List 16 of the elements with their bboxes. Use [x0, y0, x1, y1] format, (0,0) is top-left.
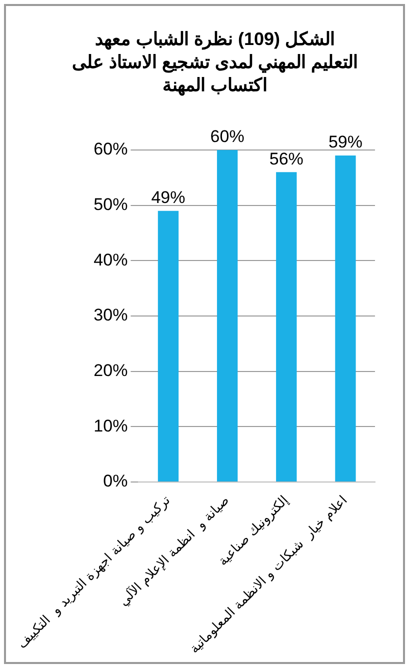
y-tick-label: 0%: [103, 472, 128, 491]
y-tick-label: 50%: [94, 195, 128, 214]
bar: [335, 156, 356, 482]
y-tick-label: 60%: [94, 140, 128, 159]
y-tick-label: 30%: [94, 306, 128, 325]
bar: [276, 172, 297, 482]
y-tick-label: 40%: [94, 250, 128, 270]
y-tick-label: 10%: [94, 416, 128, 436]
data-label: 59%: [328, 132, 362, 152]
data-label: 60%: [210, 127, 244, 146]
chart-title: الشكل (109) نظرة الشباب معهد التعليم المهني لمدى تشجيع الاستاذ على اكتساب المهنة: [70, 28, 359, 97]
bar: [216, 150, 238, 482]
bar: [158, 210, 179, 482]
data-label: 49%: [151, 188, 186, 208]
data-label: 56%: [269, 149, 304, 168]
y-tick-label: 20%: [94, 361, 128, 380]
